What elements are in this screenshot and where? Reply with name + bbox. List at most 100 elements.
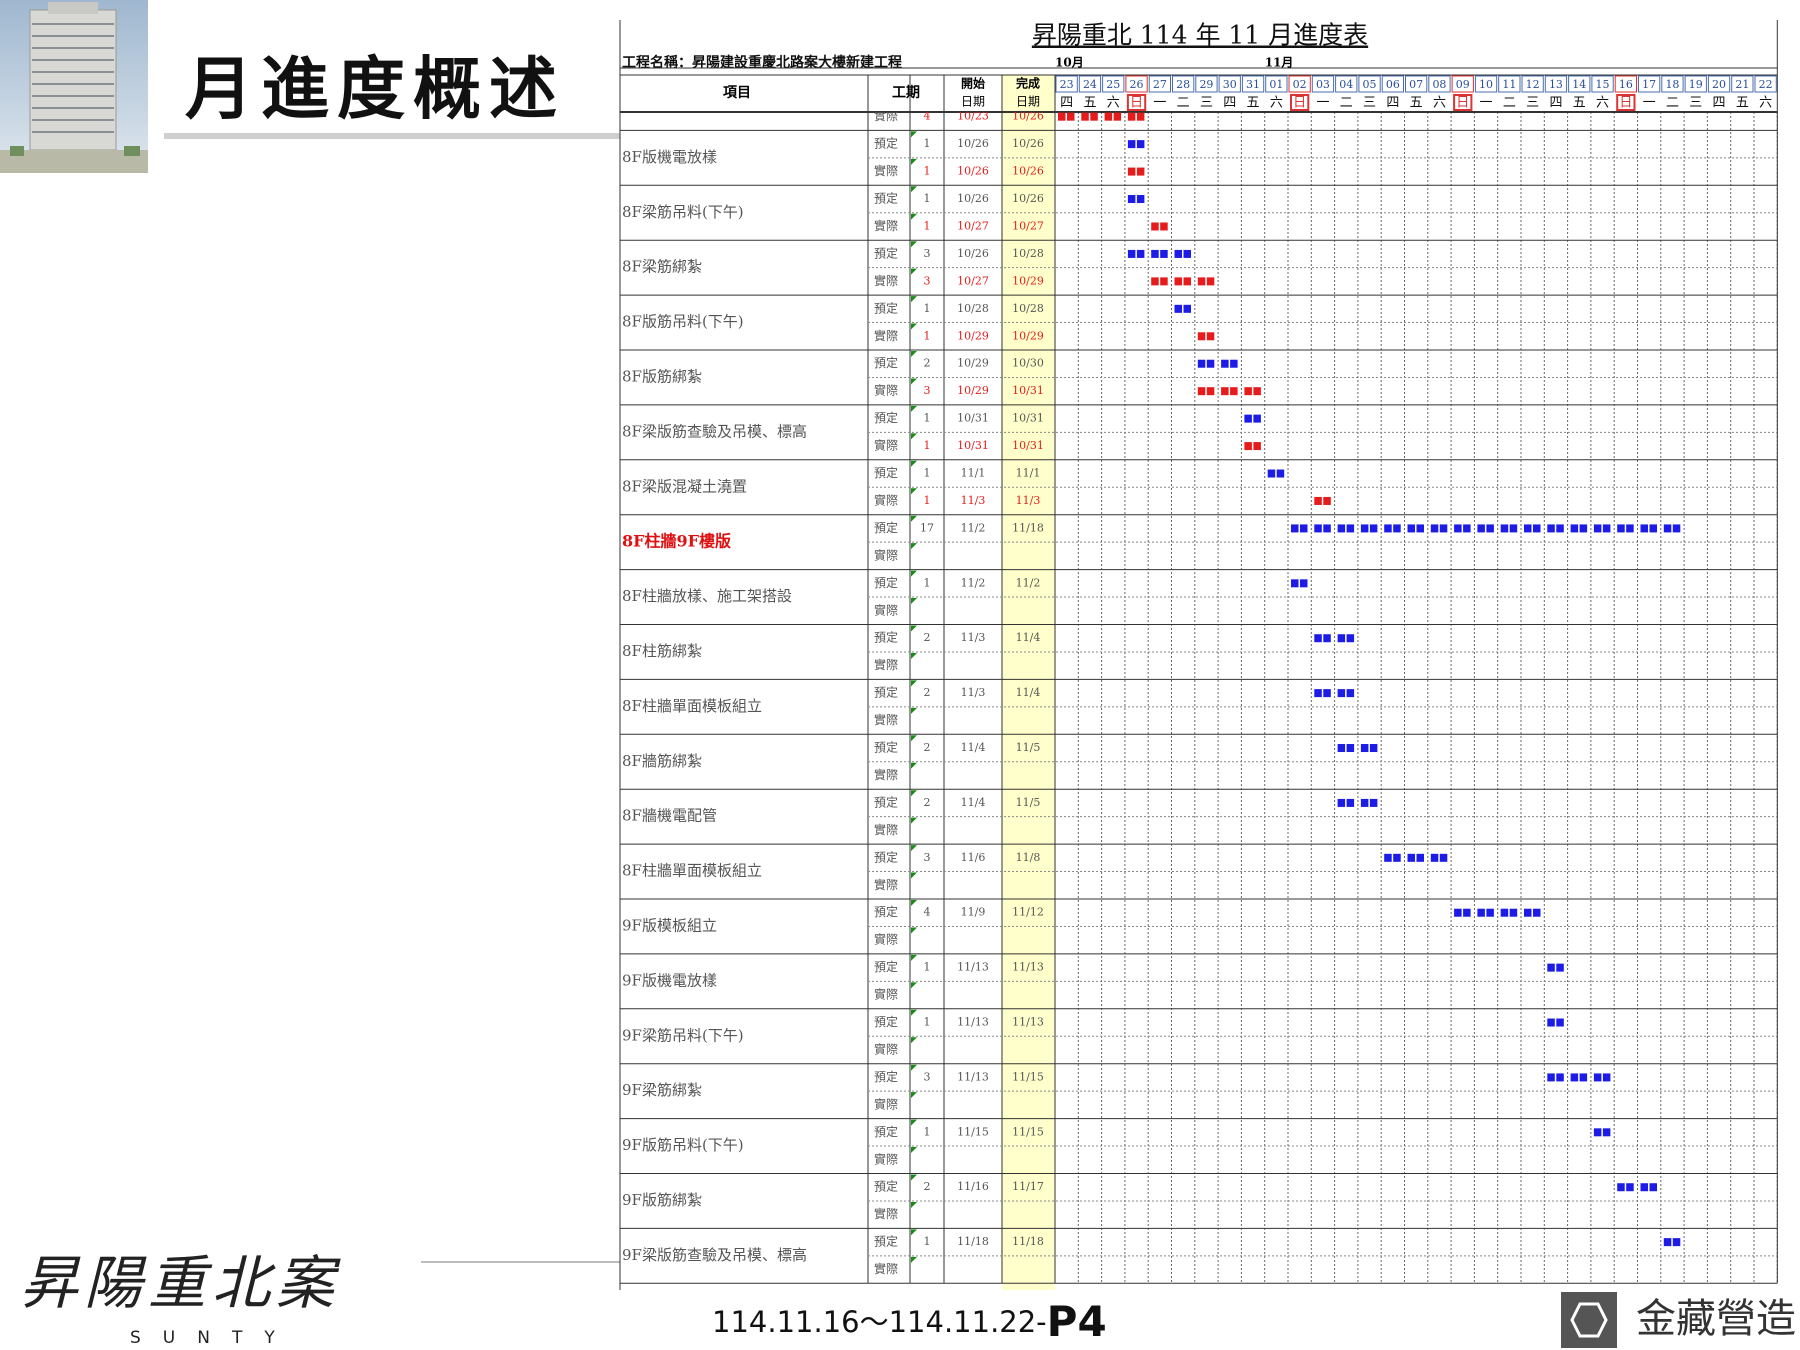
actual-bar: [1160, 222, 1168, 231]
plan-bar: [1337, 524, 1346, 533]
weekday-label: 四: [1713, 96, 1726, 111]
row-kind: 實際: [874, 932, 898, 947]
actual-bar: [1151, 277, 1159, 286]
actual-bar: [1136, 167, 1145, 176]
start-date: 11/9: [961, 906, 986, 919]
plan-bar: [1626, 524, 1634, 533]
row-kind: 實際: [874, 492, 898, 507]
day-label: 23: [1060, 78, 1074, 91]
cell-marker: [911, 1119, 917, 1126]
task-name: 8F版模板組立: [622, 93, 717, 111]
start-date: 11/1: [961, 467, 986, 480]
plan-bar: [1593, 1073, 1602, 1082]
duration: 1: [924, 302, 931, 315]
date-range-text: 114.11.16～114.11.22-: [712, 1305, 1047, 1339]
day-label: 25: [1106, 78, 1120, 91]
cell-marker: [911, 378, 917, 385]
end-date: 10/29: [1012, 329, 1044, 342]
row-kind: 預定: [874, 520, 898, 535]
task-name: 8F柱牆單面模板組立: [622, 862, 762, 880]
duration: 3: [924, 1070, 931, 1083]
day-label: 15: [1596, 78, 1610, 91]
actual-bar: [1151, 222, 1159, 231]
day-label: 19: [1689, 78, 1703, 91]
row-kind: 實際: [874, 712, 898, 727]
cell-marker: [911, 131, 917, 138]
plan-bar: [1533, 908, 1541, 917]
end-date: 10/31: [1012, 412, 1044, 425]
start-date: 11/3: [961, 631, 986, 644]
actual-bar: [1197, 277, 1206, 286]
cell-marker: [911, 1064, 917, 1071]
plan-bar: [1524, 908, 1532, 917]
end-date: 11/8: [1016, 851, 1041, 864]
duration: 2: [924, 1180, 931, 1193]
start-date: 11/3: [961, 686, 986, 699]
start-date: 10/29: [957, 357, 989, 370]
task-name: 9F版筋吊料(下午): [622, 1136, 744, 1154]
plan-bar: [1360, 798, 1369, 807]
weekday-label: 三: [1200, 96, 1213, 111]
start-date: 11/13: [957, 961, 989, 974]
plan-bar: [1556, 1073, 1564, 1082]
row-kind: 實際: [874, 383, 898, 398]
cell-marker: [911, 1092, 917, 1099]
sunday-box: [1290, 94, 1310, 111]
cell-marker: [911, 488, 917, 495]
plan-bar: [1416, 853, 1424, 862]
actual-bar: [1206, 332, 1215, 341]
day-cell: [1241, 75, 1265, 93]
day-cell: [1055, 75, 1078, 93]
plan-bar: [1151, 249, 1159, 258]
actual-bar: [1183, 277, 1191, 286]
logo-hex: [1570, 1302, 1608, 1338]
cell-marker: [911, 1147, 917, 1154]
day-cell: [1311, 75, 1335, 93]
plan-bar: [1314, 634, 1322, 643]
day-label: 11: [1502, 78, 1516, 91]
day-label: 13: [1549, 78, 1563, 91]
end-date: 11/18: [1012, 1235, 1044, 1248]
weekday-label: 六: [1759, 96, 1772, 111]
end-date: 10/27: [1012, 219, 1044, 232]
cell-marker: [911, 323, 917, 330]
plan-bar: [1640, 1183, 1648, 1192]
row-kind: 實際: [874, 987, 898, 1002]
day-label: 31: [1246, 78, 1260, 91]
day-cell: [1474, 75, 1498, 93]
day-label: 28: [1176, 78, 1190, 91]
task-name: 9F梁筋綁紮: [622, 1081, 702, 1099]
start-date: 10/26: [957, 137, 989, 150]
end-date: 11/3: [1016, 494, 1041, 507]
plan-bar: [1556, 963, 1564, 972]
actual-bar: [1174, 277, 1182, 286]
duration: 1: [924, 412, 931, 425]
row-kind: 預定: [874, 136, 898, 151]
day-label: 05: [1363, 78, 1377, 91]
cell-marker: [911, 817, 917, 824]
weekday-label: 日: [1619, 96, 1632, 111]
start-date: 10/26: [957, 192, 989, 205]
day-label: 27: [1153, 78, 1167, 91]
plan-bar: [1300, 524, 1308, 533]
weekday-label: 二: [1503, 96, 1516, 111]
sunday-box: [1126, 94, 1147, 111]
end-date: 11/5: [1016, 796, 1041, 809]
row-kind: 實際: [874, 877, 898, 892]
plan-bar: [1509, 524, 1518, 533]
actual-bar: [1230, 387, 1238, 396]
duration: 4: [924, 110, 931, 123]
start-date: 10/29: [957, 329, 989, 342]
day-label: 02: [1293, 78, 1307, 91]
cell-marker: [911, 652, 917, 659]
day-cell: [1265, 75, 1288, 93]
plan-bar: [1500, 524, 1509, 533]
end-column-bg: [1002, 75, 1055, 1290]
weekday-label: 四: [1549, 96, 1562, 111]
weekday-label: 五: [1247, 96, 1260, 111]
end-date: 11/1: [1016, 467, 1041, 480]
cell-marker: [911, 900, 917, 906]
end-date: 11/13: [1012, 1016, 1044, 1029]
duration: 2: [924, 741, 931, 754]
